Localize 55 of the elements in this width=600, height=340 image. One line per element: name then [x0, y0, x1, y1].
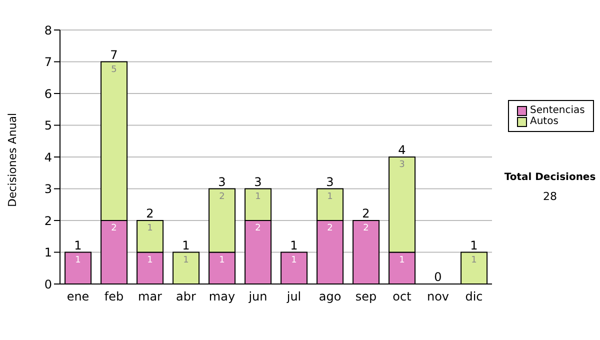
- total-label: 1: [290, 238, 298, 252]
- y-tick-label: 3: [44, 182, 52, 196]
- y-axis-title: Decisiones Anual: [6, 112, 19, 207]
- data-label: 1: [255, 192, 261, 202]
- y-tick-label: 6: [44, 86, 52, 101]
- data-label: 1: [147, 255, 153, 266]
- x-tick-label: dic: [465, 290, 483, 304]
- x-tick-label: sep: [355, 290, 377, 304]
- total-label: 1: [470, 238, 478, 252]
- x-tick-label: oct: [392, 290, 412, 304]
- x-tick-label: jul: [286, 290, 302, 304]
- data-label: 1: [183, 255, 189, 266]
- y-tick-label: 4: [44, 150, 52, 164]
- data-label: 3: [399, 160, 405, 170]
- data-label: 2: [327, 224, 333, 234]
- x-tick-label: abr: [176, 290, 196, 304]
- total-label: 2: [146, 206, 154, 220]
- total-label: 3: [326, 174, 334, 189]
- y-tick-label: 5: [44, 118, 52, 133]
- x-tick-label: mar: [138, 290, 162, 304]
- data-label: 1: [291, 255, 297, 266]
- data-label: 5: [111, 64, 117, 75]
- text: 28: [542, 190, 558, 203]
- data-label: 2: [363, 224, 369, 234]
- total-label: 7: [110, 48, 118, 62]
- x-tick-label: nov: [426, 290, 450, 304]
- y-tick-label: 8: [44, 23, 52, 38]
- data-label: 1: [147, 224, 153, 234]
- total-label: 4: [398, 143, 406, 157]
- x-tick-label: ago: [318, 290, 342, 304]
- total-label: 0: [434, 270, 442, 284]
- data-label: 1: [399, 255, 405, 266]
- total-label: 1: [182, 238, 190, 252]
- total-label: 1: [74, 238, 82, 252]
- legend-label: Sentencias: [530, 105, 585, 116]
- total-label: 3: [218, 174, 226, 189]
- data-label: 1: [471, 255, 477, 266]
- x-tick-label: jun: [248, 290, 268, 304]
- data-label: 1: [75, 255, 81, 266]
- data-label: 1: [219, 255, 225, 266]
- y-tick-label: 1: [44, 246, 52, 260]
- x-tick-label: ene: [66, 290, 90, 304]
- y-tick-label: 2: [44, 214, 52, 228]
- data-label: 1: [327, 192, 333, 202]
- x-tick-label: may: [208, 290, 236, 304]
- total-label: 2: [362, 206, 370, 220]
- text: Total Decisiones: [503, 172, 597, 183]
- x-tick-label: feb: [104, 290, 124, 304]
- total-label: 3: [254, 174, 262, 189]
- data-label: 2: [219, 192, 225, 202]
- legend-label: Autos: [530, 116, 558, 127]
- data-label: 2: [255, 224, 261, 234]
- y-tick-label: 7: [44, 55, 52, 70]
- y-tick-label: 0: [44, 277, 52, 292]
- data-label: 2: [111, 224, 117, 234]
